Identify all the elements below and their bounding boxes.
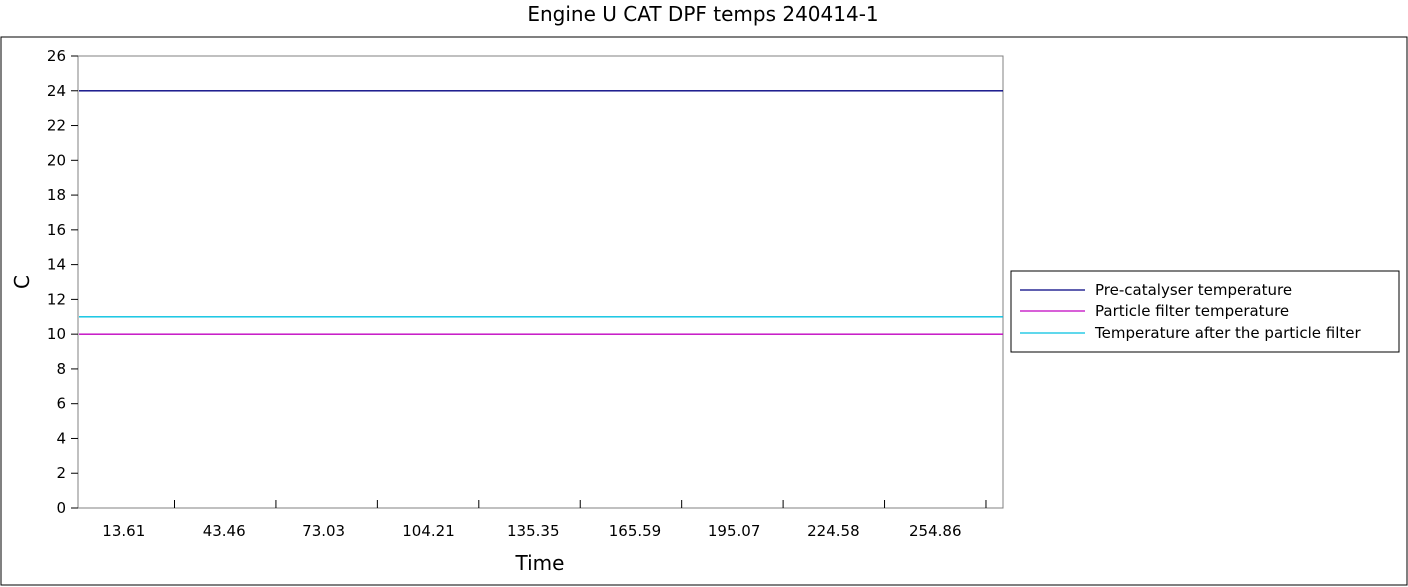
x-tick-label: 195.07 [708,522,761,540]
y-tick-label: 26 [47,47,66,65]
x-tick-label: 224.58 [807,522,860,540]
y-tick-label: 18 [47,186,66,204]
y-tick-label: 24 [47,82,66,100]
legend-label: Particle filter temperature [1095,302,1289,320]
x-tick-label: 104.21 [402,522,455,540]
x-axis-label: Time [515,551,565,575]
x-tick-label: 135.35 [507,522,560,540]
legend-label: Pre-catalyser temperature [1095,281,1292,299]
x-tick-label: 254.86 [909,522,962,540]
y-tick-label: 16 [47,221,66,239]
x-tick-label: 165.59 [609,522,662,540]
legend: Pre-catalyser temperature Particle filter… [1010,270,1400,353]
x-tick-label: 13.61 [102,522,145,540]
y-tick-label: 14 [47,256,66,274]
y-tick-label: 22 [47,117,66,135]
y-tick-label: 0 [56,499,66,517]
y-tick-label: 12 [47,290,66,308]
x-tick-label: 43.46 [203,522,246,540]
x-axis: 13.61 43.46 73.03 104.21 135.35 165.59 195.07 2… [102,500,987,540]
plot-area [77,55,1004,509]
chart-title: Engine U CAT DPF temps 240414-1 [527,2,878,26]
y-axis-label: C [10,275,34,289]
y-tick-label: 20 [47,151,66,169]
y-tick-label: 6 [56,395,66,413]
y-tick-label: 2 [56,464,66,482]
x-tick-label: 73.03 [302,522,345,540]
y-tick-label: 8 [56,360,66,378]
y-tick-label: 10 [47,325,66,343]
legend-label: Temperature after the particle filter [1094,324,1361,342]
series-lines [79,90,1003,335]
y-tick-label: 4 [56,429,66,447]
